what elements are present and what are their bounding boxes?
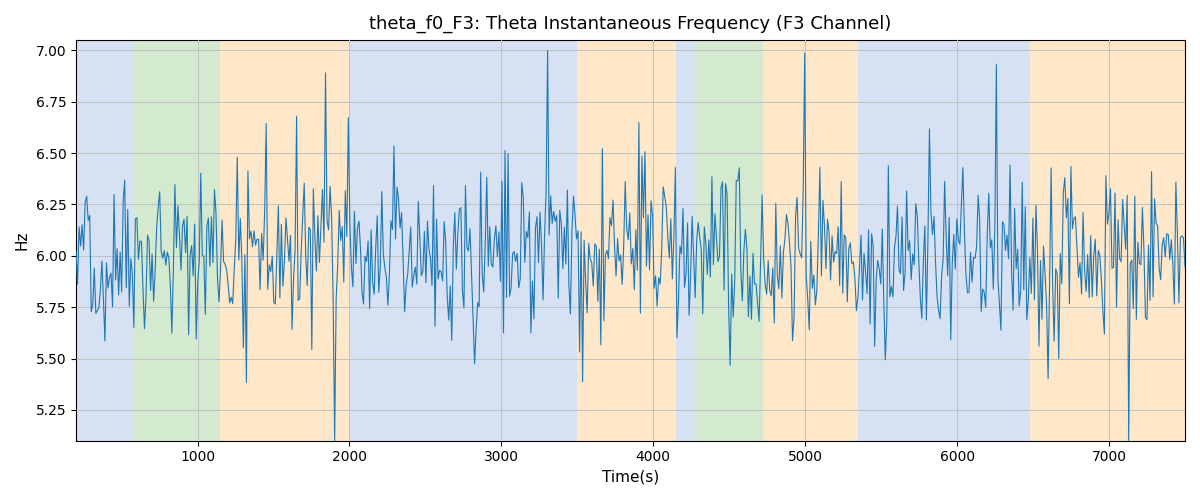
Bar <box>676 40 696 440</box>
Bar <box>763 40 858 440</box>
Bar <box>221 40 349 440</box>
Bar <box>349 40 577 440</box>
X-axis label: Time(s): Time(s) <box>602 470 659 485</box>
Bar <box>133 40 221 440</box>
Bar <box>696 40 763 440</box>
Bar <box>577 40 676 440</box>
Y-axis label: Hz: Hz <box>14 230 30 250</box>
Title: theta_f0_F3: Theta Instantaneous Frequency (F3 Channel): theta_f0_F3: Theta Instantaneous Frequen… <box>370 15 892 34</box>
Bar <box>858 40 1030 440</box>
Bar <box>1030 40 1186 440</box>
Bar <box>76 40 133 440</box>
